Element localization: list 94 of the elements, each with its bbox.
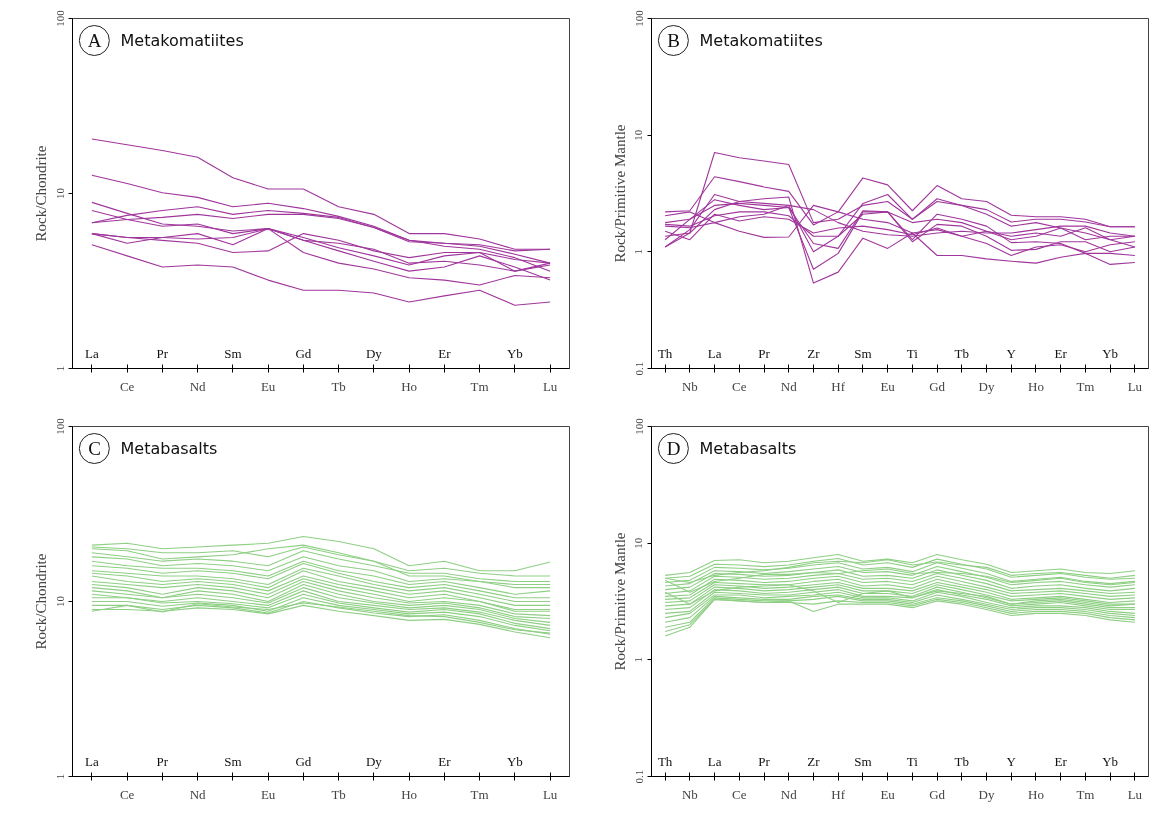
x-tick-label: La [707, 345, 722, 361]
x-tick-label: Pr [758, 345, 771, 361]
x-tick-label: Sm [224, 345, 242, 361]
x-tick-label: Nd [780, 786, 798, 802]
x-tick-label: Nb [681, 786, 698, 802]
x-tick-label: Yb [1102, 345, 1119, 361]
y-tick-label: 1 [632, 657, 645, 663]
x-tick-label: Lu [542, 786, 558, 802]
x-tick-label: Tb [331, 786, 346, 802]
x-tick-label: La [707, 753, 722, 769]
x-tick-label: Y [1006, 345, 1017, 361]
annotation: A [87, 30, 102, 51]
x-tick-label: Sm [854, 345, 872, 361]
x-tick-label: Ce [732, 378, 747, 394]
x-tick-label: Eu [260, 786, 276, 802]
x-tick-label: Er [438, 345, 452, 361]
x-tick-label: Gd [295, 753, 312, 769]
x-tick-label: Nd [189, 378, 207, 394]
x-tick-label: Th [657, 753, 673, 769]
x-tick-label: Ti [906, 345, 919, 361]
x-tick-label: Er [1054, 753, 1068, 769]
y-axis-title: Rock/Primitive Mantle [611, 124, 628, 263]
y-tick-label: 1 [53, 365, 66, 372]
x-tick-label: Tb [331, 378, 346, 394]
x-tick-label: Ho [1028, 378, 1044, 394]
x-tick-label: Pr [156, 753, 169, 769]
x-tick-label: Pr [758, 753, 771, 769]
x-tick-label: Zr [807, 753, 821, 769]
x-tick-label: Tm [470, 378, 489, 394]
x-tick-label: La [85, 345, 99, 361]
x-tick-label: Gd [929, 378, 946, 394]
y-tick-label: 100 [53, 9, 66, 27]
x-tick-label: Nd [189, 786, 207, 802]
x-tick-label: Yb [1102, 753, 1119, 769]
x-tick-label: Tb [954, 345, 970, 361]
x-tick-label: Ti [906, 753, 919, 769]
y-tick-label: 1 [53, 773, 66, 780]
x-tick-label: Tm [470, 786, 489, 802]
y-tick-label: 100 [632, 417, 645, 435]
x-tick-label: Ce [732, 786, 747, 802]
y-tick-label: 100 [632, 9, 645, 27]
x-tick-label: Er [438, 753, 452, 769]
x-tick-label: Ce [119, 378, 135, 394]
x-tick-label: Hf [831, 786, 846, 802]
x-tick-label: Ce [119, 786, 135, 802]
text: Metabasalts [120, 439, 218, 458]
x-tick-label: Yb [506, 753, 523, 769]
x-tick-label: Sm [854, 753, 872, 769]
x-tick-label: Tm [1076, 786, 1095, 802]
x-tick-label: La [85, 753, 99, 769]
y-axis-title: Rock/Chondrite [32, 553, 49, 650]
y-tick-label: 10 [632, 537, 645, 549]
text: Metakomatiites [120, 31, 244, 50]
text: Metabasalts [699, 439, 797, 458]
y-tick-label: 0.1 [632, 769, 645, 784]
x-tick-label: Ho [1028, 786, 1044, 802]
x-tick-label: Dy [978, 786, 995, 802]
y-tick-label: 1 [632, 249, 645, 255]
x-tick-label: Er [1054, 345, 1068, 361]
x-tick-label: Eu [880, 378, 896, 394]
y-tick-label: 0.1 [632, 361, 645, 376]
x-tick-label: Nd [780, 378, 798, 394]
y-axis-title: Rock/Chondrite [32, 145, 49, 242]
annotation: D [666, 438, 681, 459]
x-tick-label: Zr [807, 345, 821, 361]
y-tick-label: 10 [53, 595, 66, 607]
y-tick-label: 100 [53, 417, 66, 435]
y-tick-label: 10 [632, 129, 645, 141]
y-axis-title: Rock/Primitive Mantle [611, 532, 628, 671]
x-tick-label: Tm [1076, 378, 1095, 394]
x-tick-label: Lu [1127, 786, 1143, 802]
text: Metakomatiites [699, 31, 823, 50]
x-tick-label: Sm [224, 753, 242, 769]
x-tick-label: Ho [401, 786, 418, 802]
y-tick-label: 10 [53, 187, 66, 199]
x-tick-label: Gd [929, 786, 946, 802]
annotation: B [667, 30, 680, 51]
x-tick-label: Y [1006, 753, 1017, 769]
x-tick-label: Pr [156, 345, 169, 361]
x-tick-label: Lu [542, 378, 558, 394]
x-tick-label: Th [657, 345, 673, 361]
x-tick-label: Lu [1127, 378, 1143, 394]
x-tick-label: Nb [681, 378, 698, 394]
x-tick-label: Gd [295, 345, 312, 361]
x-tick-label: Eu [260, 378, 276, 394]
annotation: C [88, 438, 101, 459]
x-tick-label: Eu [880, 786, 896, 802]
x-tick-label: Ho [401, 378, 418, 394]
x-tick-label: Dy [365, 345, 383, 361]
x-tick-label: Yb [506, 345, 523, 361]
x-tick-label: Tb [954, 753, 970, 769]
x-tick-label: Hf [831, 378, 846, 394]
x-tick-label: Dy [365, 753, 383, 769]
x-tick-label: Dy [978, 378, 995, 394]
